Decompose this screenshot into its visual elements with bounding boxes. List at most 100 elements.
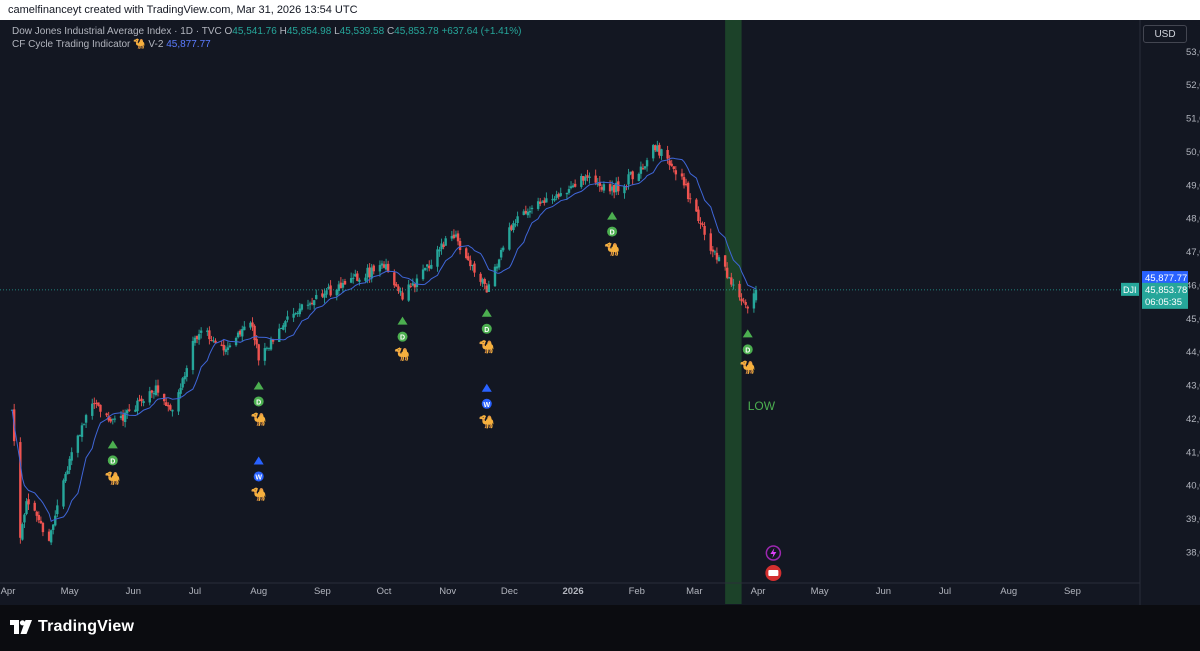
currency-button[interactable]: USD bbox=[1143, 25, 1187, 43]
indicator-legend-row[interactable]: CF Cycle Trading Indicator 🐪 V-2 45,877.… bbox=[12, 38, 522, 51]
daily-signal-label: D bbox=[610, 230, 615, 237]
candle-body bbox=[255, 338, 258, 345]
camel-icon: 🐪 bbox=[251, 486, 267, 501]
candle-body bbox=[473, 263, 476, 273]
time-axis-label: 2026 bbox=[563, 586, 584, 597]
candle-body bbox=[140, 398, 143, 402]
candle-body bbox=[495, 266, 499, 269]
candle-body bbox=[156, 385, 160, 393]
chart-frame[interactable] bbox=[0, 20, 1200, 605]
price-axis-label: 42,000.00 bbox=[1186, 414, 1200, 425]
candle-body bbox=[47, 531, 51, 541]
candle-body bbox=[343, 281, 347, 285]
candle-body bbox=[487, 284, 491, 292]
price-axis-label: 48,000.00 bbox=[1186, 214, 1200, 225]
weekly-signal-label: W bbox=[483, 402, 490, 409]
weekly-signal-badge bbox=[253, 471, 264, 482]
candle-body bbox=[752, 293, 756, 309]
symbol-legend-row[interactable]: Dow Jones Industrial Average Index · 1D … bbox=[12, 25, 522, 38]
camel-icon: 🐪 bbox=[479, 414, 495, 429]
time-axis-label: Aug bbox=[250, 586, 267, 597]
camel-icon: 🐪 bbox=[105, 470, 121, 485]
open-label: O bbox=[224, 26, 233, 37]
candle-body bbox=[354, 274, 357, 277]
candle-body bbox=[686, 182, 690, 200]
symbol-tag-text: DJI bbox=[1123, 285, 1137, 295]
candle-body bbox=[485, 285, 488, 293]
candle-body bbox=[557, 194, 560, 197]
low-cycle-zone bbox=[725, 20, 742, 604]
candle-body bbox=[66, 470, 69, 475]
candle-body bbox=[123, 412, 127, 423]
camel-icon: 🐪 bbox=[740, 359, 756, 374]
candle-body bbox=[292, 313, 295, 318]
candle-body bbox=[300, 304, 304, 310]
candle-body bbox=[142, 401, 145, 404]
daily-signal-badge bbox=[481, 323, 492, 334]
daily-signal-label: D bbox=[110, 458, 115, 465]
last-price-tag-text: 45,853.78 bbox=[1145, 285, 1187, 296]
candle-body bbox=[641, 168, 645, 170]
camel-icon: 🐪 bbox=[133, 39, 146, 50]
high-label: H bbox=[279, 26, 287, 37]
candle-body bbox=[553, 198, 556, 201]
candle-body bbox=[35, 511, 38, 516]
candle-body bbox=[610, 186, 614, 191]
candle-body bbox=[723, 255, 727, 267]
candle-body bbox=[502, 247, 505, 251]
time-axis-label: Jun bbox=[126, 586, 141, 597]
candle-body bbox=[670, 163, 673, 166]
tradingview-wordmark: TradingView bbox=[38, 618, 135, 635]
change-value: +637.64 (+1.41%) bbox=[441, 26, 522, 37]
candle-body bbox=[214, 340, 217, 344]
candle-body bbox=[208, 330, 211, 340]
candle-body bbox=[329, 285, 332, 296]
candle-body bbox=[243, 326, 246, 331]
candle-body bbox=[109, 418, 112, 422]
candle-body bbox=[423, 267, 427, 271]
candle-body bbox=[134, 409, 137, 412]
candle-body bbox=[78, 435, 82, 437]
candle-body bbox=[528, 210, 532, 213]
candle-body bbox=[372, 265, 375, 272]
candle-body bbox=[409, 285, 412, 287]
candle-body bbox=[543, 200, 546, 203]
candle-body bbox=[310, 302, 314, 304]
candle-body bbox=[341, 282, 345, 288]
candle-body bbox=[358, 279, 361, 282]
candle-body bbox=[271, 339, 275, 342]
candle-body bbox=[306, 304, 310, 306]
candle-body bbox=[136, 400, 139, 411]
candle-body bbox=[444, 238, 447, 246]
weekly-signal-label: W bbox=[255, 474, 262, 481]
camel-icon: 🐪 bbox=[604, 242, 620, 257]
candle-body bbox=[220, 344, 223, 346]
candle-body bbox=[596, 183, 599, 185]
tradingview-logo: TradingView bbox=[10, 618, 134, 636]
candle-body bbox=[481, 279, 484, 284]
candle-body bbox=[430, 264, 433, 269]
candle-body bbox=[19, 442, 22, 538]
candle-body bbox=[582, 175, 585, 181]
candle-body bbox=[298, 308, 301, 315]
candle-body bbox=[711, 249, 715, 252]
candle-body bbox=[349, 278, 353, 283]
candle-body bbox=[672, 166, 675, 169]
candlestick-chart[interactable]: D 🐪 D 🐪 W 🐪 D 🐪 D 🐪 W 🐪 D 🐪 D 🐪 LOW 53,000.00 52,000.00 51… bbox=[0, 20, 1200, 605]
candle-body bbox=[742, 300, 745, 302]
price-axis-label: 46,000.00 bbox=[1186, 280, 1200, 291]
high-value: 45,854.98 bbox=[286, 26, 332, 37]
candle-body bbox=[627, 174, 630, 185]
candle-body bbox=[516, 216, 519, 224]
daily-signal-arrow bbox=[107, 440, 118, 449]
candle-body bbox=[615, 182, 618, 193]
daily-signal-label: D bbox=[484, 327, 489, 334]
candle-body bbox=[199, 330, 203, 333]
candle-body bbox=[450, 236, 454, 239]
candle-body bbox=[370, 267, 373, 279]
candle-body bbox=[321, 293, 324, 297]
time-axis-label: May bbox=[811, 586, 829, 597]
daily-signal-badge bbox=[742, 344, 753, 355]
candle-body bbox=[267, 347, 271, 349]
candle-body bbox=[586, 175, 589, 178]
